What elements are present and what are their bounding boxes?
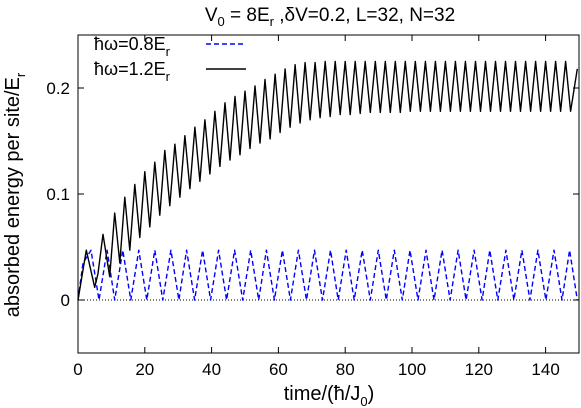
series-line-0: [77, 249, 578, 301]
y-tick-label: 0: [61, 291, 70, 310]
x-tick-label: 80: [336, 360, 355, 379]
x-tick-label: 0: [73, 360, 82, 379]
x-axis-label: time/(ħ/J0): [284, 383, 375, 408]
legend-label-0.8: ħω=0.8Er: [94, 34, 171, 59]
x-tick-label: 140: [531, 360, 559, 379]
series-line-1: [77, 60, 578, 301]
x-tick-label: 100: [398, 360, 426, 379]
y-tick-label: 0.2: [46, 79, 70, 98]
x-tick-label: 120: [465, 360, 493, 379]
axis-ticks: 0 20 40 60 80 100 120 140 0 0.1 0.2: [46, 35, 579, 379]
series-layer: [77, 60, 578, 301]
x-tick-label: 40: [202, 360, 221, 379]
legend-label-1.2: ħω=1.2Er: [94, 59, 171, 84]
x-tick-label: 20: [135, 360, 154, 379]
x-tick-label: 60: [269, 360, 288, 379]
y-axis-label: absorbed energy per site/Er: [2, 72, 28, 317]
plot-frame: [77, 34, 580, 354]
legend: ħω=0.8Er ħω=1.2Er: [94, 34, 246, 84]
chart-title: V0 = 8Er ,δV=0.2, L=32, N=32: [205, 5, 455, 29]
y-tick-label: 0.1: [46, 185, 70, 204]
